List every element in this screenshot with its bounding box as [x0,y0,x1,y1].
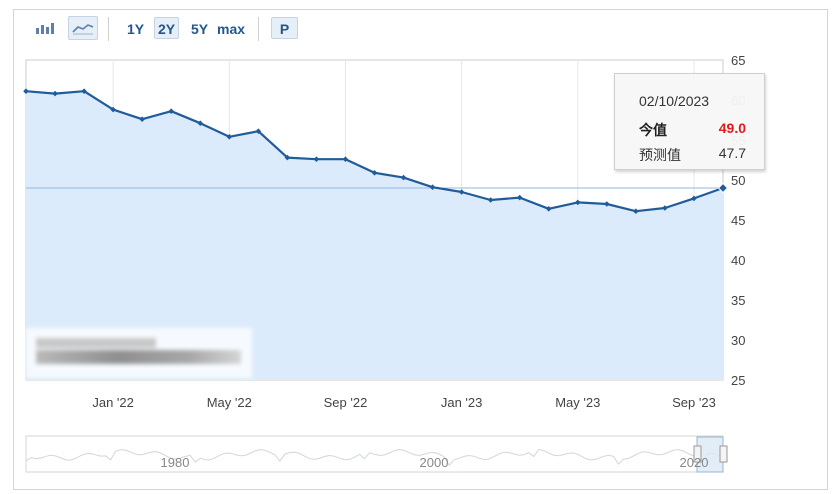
data-point [691,195,697,202]
tooltip-date: 02/10/2023 [639,93,710,109]
data-point [574,199,581,206]
range-2y-button[interactable]: 2Y [154,17,180,39]
toolbar-separator [258,17,259,41]
navigator-series [25,448,724,467]
data-point [255,128,262,134]
y-tick-label: 25 [731,373,745,388]
data-tooltip: 02/10/2023 今值 49.0 预测值 47.7 [614,73,765,170]
data-point [342,156,349,162]
x-tick-label: May '23 [555,395,600,410]
x-tick-label: Jan '23 [441,395,483,410]
tooltip-forecast-label: 预测值 [639,147,681,163]
data-point [400,174,407,181]
tooltip-actual-label: 今值 [639,122,667,138]
data-point [81,88,87,94]
x-tick-label: Sep '22 [324,395,368,410]
data-point [284,154,291,161]
data-point [604,201,610,207]
bar-chart-icon[interactable] [32,16,58,40]
range-5y-button[interactable]: 5Y [191,21,209,37]
line-chart-icon[interactable] [68,16,98,40]
navigator-handle [693,445,702,463]
data-point [313,156,320,162]
y-tick-label: 35 [731,293,745,308]
navigator-label: 2020 [680,455,709,470]
toolbar-separator [108,17,109,41]
data-point [23,88,29,94]
series-area [26,91,723,380]
y-tick-label: 50 [731,173,745,188]
data-point [139,116,145,122]
data-point [429,184,436,190]
data-point [516,194,523,201]
print-button[interactable]: P [271,17,298,39]
range-1y-button[interactable]: 1Y [127,21,145,37]
navigator-handle [719,445,728,463]
tooltip-actual-value: 49.0 [718,120,746,136]
navigator-label: 1980 [161,455,190,470]
blurred-watermark [26,328,252,378]
range-max-button[interactable]: max [217,21,246,37]
y-tick-label: 40 [731,253,745,268]
x-tick-label: Sep '23 [672,395,716,410]
y-tick-label: 45 [731,213,745,228]
y-tick-label: 30 [731,333,745,348]
x-tick-label: Jan '22 [92,395,134,410]
data-point [52,90,58,97]
data-point [487,197,494,203]
y-tick-label: 65 [731,53,745,68]
data-point [458,189,465,195]
tooltip-forecast-value: 47.7 [718,145,746,161]
data-point [226,134,233,140]
data-point [662,205,668,211]
data-point [545,206,552,212]
navigator-label: 2000 [420,455,449,470]
data-point [633,208,639,214]
chart-toolbar: 1Y 2Y 5Y max P [14,10,827,50]
data-point [371,170,378,176]
x-tick-label: May '22 [207,395,252,410]
data-point [110,106,116,113]
data-point [717,182,729,194]
data-point [197,120,204,126]
data-point [168,108,175,114]
